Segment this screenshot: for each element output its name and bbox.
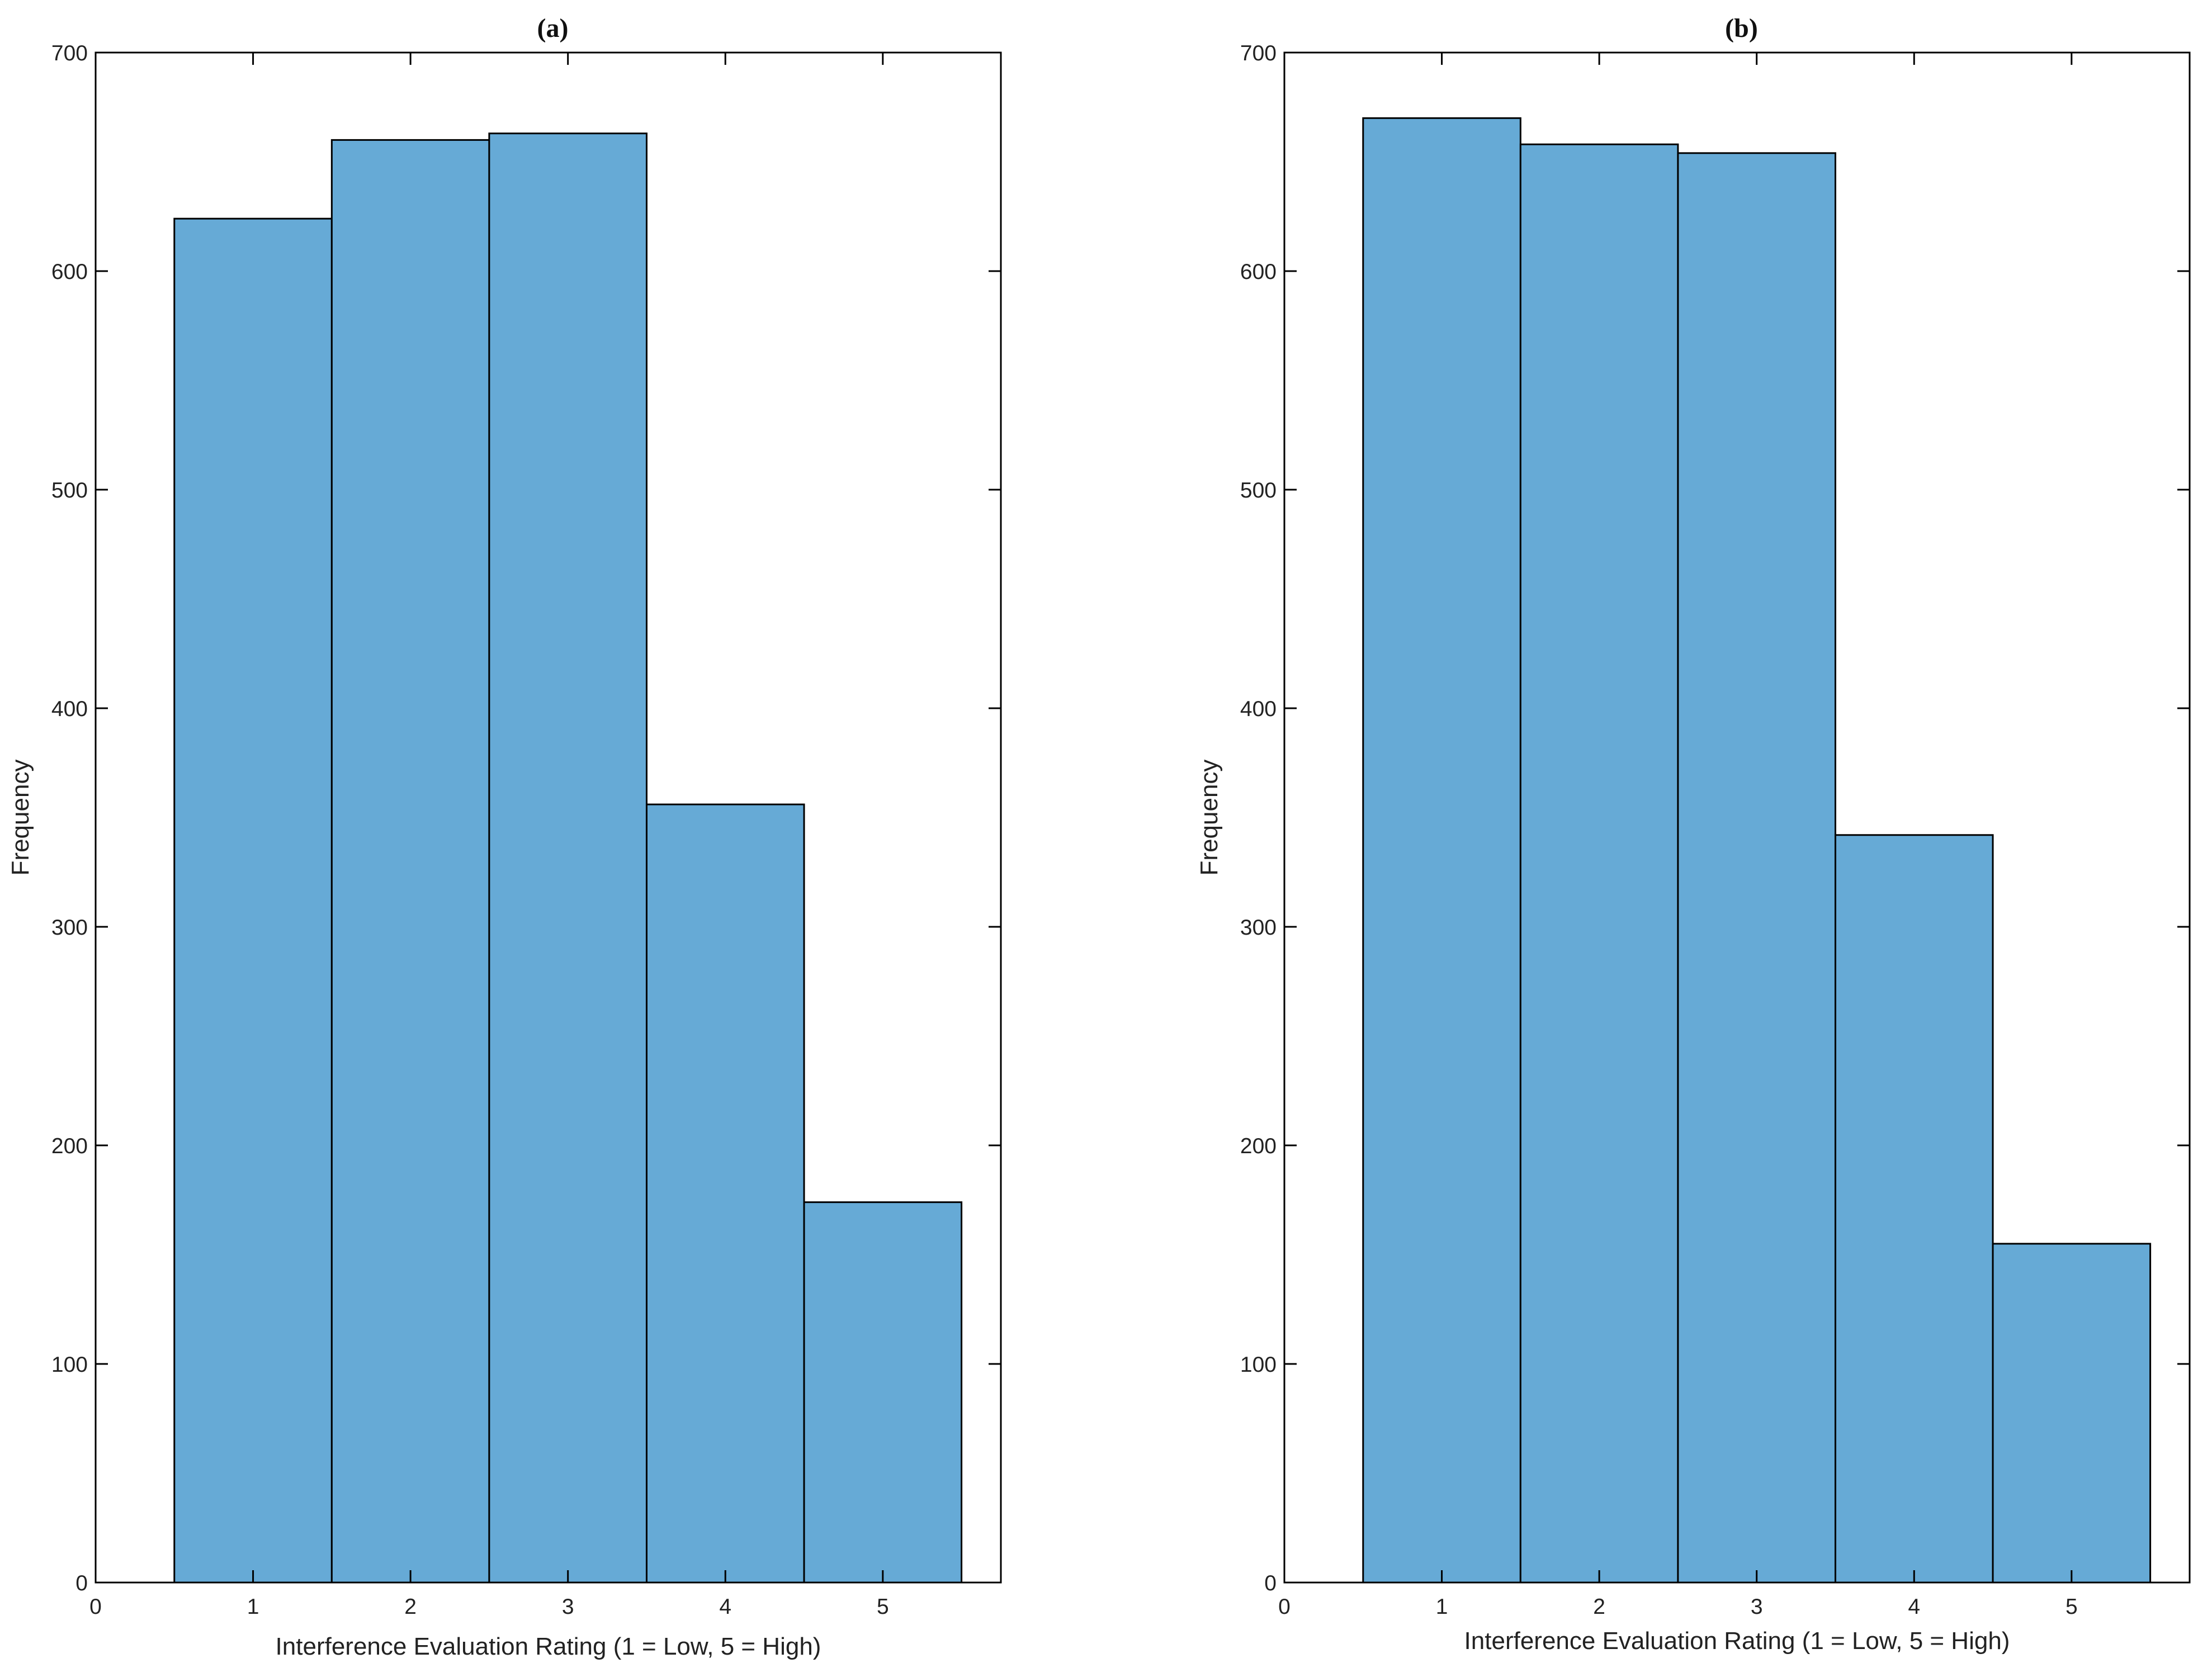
bar-rating-3	[488, 132, 647, 1584]
y-tick-label: 400	[1240, 697, 1277, 721]
bar-rating-5	[803, 1201, 963, 1584]
y-tick-label: 700	[51, 41, 88, 65]
x-tick-label: 5	[877, 1595, 889, 1619]
y-tick-label: 300	[51, 916, 88, 940]
histogram-panel-a: 0 1 2 3 4 5 0 100 200 300 400 500 600 700 (a) Interfere…	[7, 13, 1002, 1660]
y-tick-label: 500	[51, 478, 88, 503]
y-tick-label: 500	[1240, 478, 1277, 503]
bar-rating-4	[645, 803, 805, 1584]
x-tick-label: 3	[1751, 1595, 1763, 1619]
bar-rating-5	[1992, 1243, 2152, 1584]
bar-rating-1	[173, 217, 333, 1584]
bar-rating-1	[1362, 117, 1521, 1584]
y-tick-label: 100	[51, 1353, 88, 1377]
x-axis-label: Interference Evaluation Rating (1 = Low,…	[1464, 1627, 2010, 1655]
x-tick-label: 4	[719, 1595, 731, 1619]
panel-title: (b)	[1725, 13, 1758, 43]
y-tick-label: 200	[51, 1134, 88, 1158]
y-tick-label: 0	[75, 1571, 88, 1595]
y-tick-label: 200	[1240, 1134, 1277, 1158]
plot-frame	[94, 51, 1002, 1584]
y-axis-label: Frequency	[1195, 760, 1223, 876]
x-tick-label: 1	[247, 1595, 259, 1619]
y-tick-label: 600	[51, 260, 88, 284]
x-tick-label: 5	[2066, 1595, 2078, 1619]
x-axis-label: Interference Evaluation Rating (1 = Low,…	[276, 1633, 821, 1660]
x-tick-label: 1	[1436, 1595, 1448, 1619]
x-tick-label: 3	[562, 1595, 574, 1619]
x-tick-label: 0	[1278, 1595, 1291, 1619]
panel-title: (a)	[537, 13, 569, 43]
y-tick-label: 400	[51, 697, 88, 721]
x-tick-label: 4	[1908, 1595, 1920, 1619]
y-tick-label: 100	[1240, 1353, 1277, 1377]
y-tick-label: 600	[1240, 260, 1277, 284]
bar-rating-3	[1677, 152, 1836, 1584]
y-tick-label: 0	[1264, 1571, 1277, 1595]
bar-rating-2	[1519, 143, 1679, 1584]
plot-frame	[1283, 51, 2191, 1584]
bar-rating-4	[1834, 834, 1994, 1584]
x-tick-label: 2	[404, 1595, 417, 1619]
y-tick-label: 300	[1240, 916, 1277, 940]
y-tick-label: 700	[1240, 41, 1277, 65]
bar-rating-2	[330, 139, 490, 1584]
x-tick-label: 2	[1593, 1595, 1605, 1619]
histogram-panel-b: 0 1 2 3 4 5 0 100 200 300 400 500 600 700 (b) Interfere…	[1195, 13, 2191, 1655]
x-tick-label: 0	[89, 1595, 102, 1619]
y-axis-label: Frequency	[7, 760, 34, 876]
